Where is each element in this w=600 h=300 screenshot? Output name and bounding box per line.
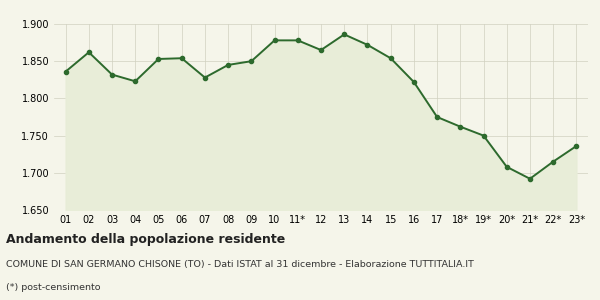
Text: COMUNE DI SAN GERMANO CHISONE (TO) - Dati ISTAT al 31 dicembre - Elaborazione TU: COMUNE DI SAN GERMANO CHISONE (TO) - Dat… <box>6 260 474 268</box>
Text: (*) post-censimento: (*) post-censimento <box>6 284 101 292</box>
Text: Andamento della popolazione residente: Andamento della popolazione residente <box>6 232 285 245</box>
